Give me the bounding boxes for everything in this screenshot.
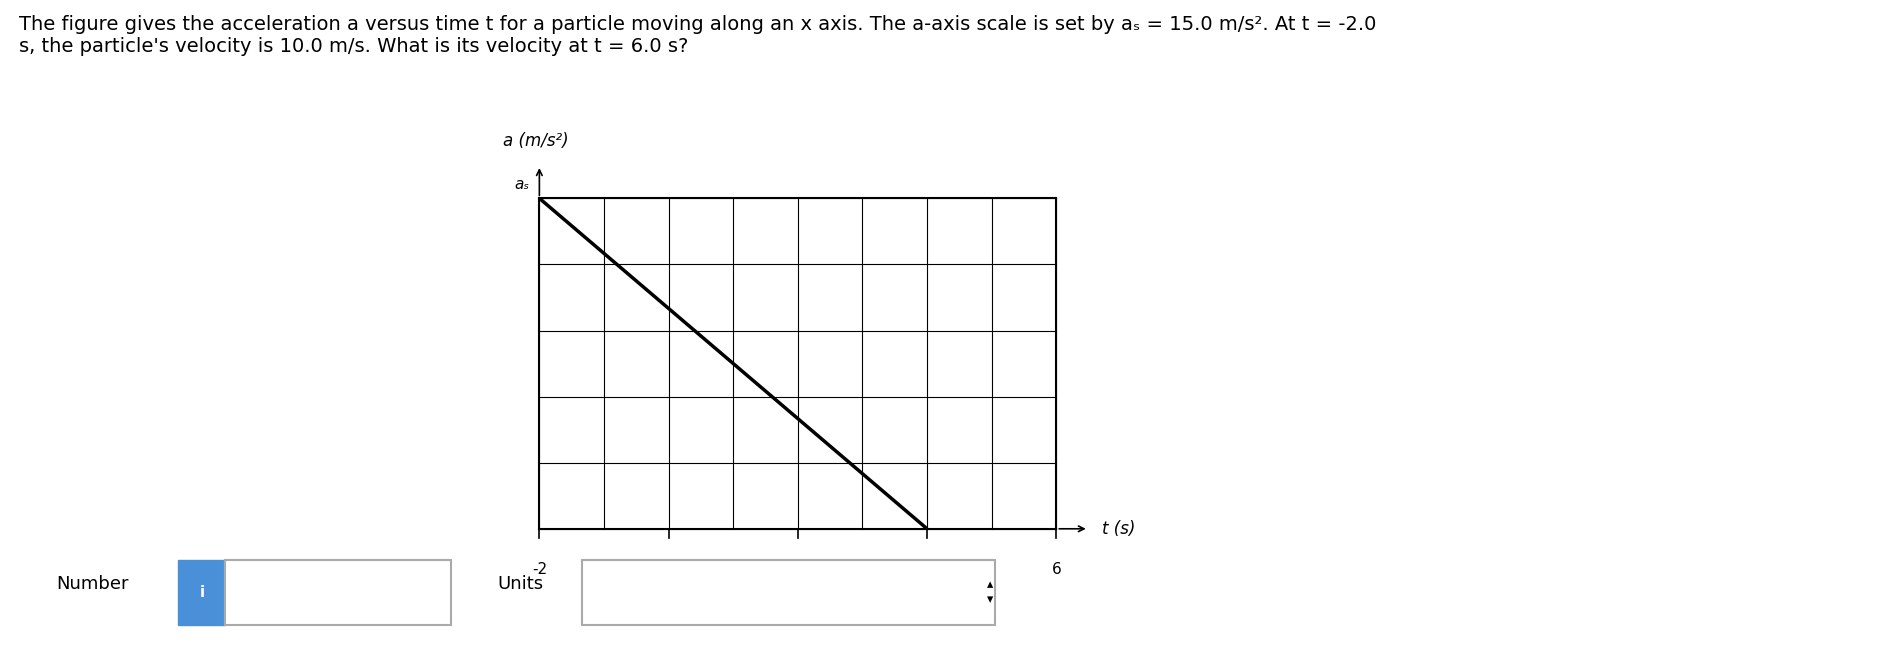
Text: t (s): t (s) (1102, 520, 1134, 538)
Text: i: i (199, 585, 205, 600)
Text: aₛ: aₛ (515, 176, 530, 192)
Text: 2: 2 (793, 562, 802, 577)
Text: 6: 6 (1052, 562, 1061, 577)
Text: Units: Units (498, 574, 545, 593)
Text: Number: Number (56, 574, 130, 593)
Text: a (m/s²): a (m/s²) (503, 132, 569, 150)
FancyBboxPatch shape (178, 560, 225, 625)
FancyBboxPatch shape (225, 560, 451, 625)
Text: 4: 4 (922, 562, 931, 577)
Text: The figure gives the acceleration a versus time t for a particle moving along an: The figure gives the acceleration a vers… (19, 15, 1377, 56)
Text: -2: -2 (531, 562, 546, 577)
Text: 0: 0 (663, 562, 674, 577)
FancyBboxPatch shape (582, 560, 995, 625)
Text: ▴
▾: ▴ ▾ (986, 578, 993, 607)
